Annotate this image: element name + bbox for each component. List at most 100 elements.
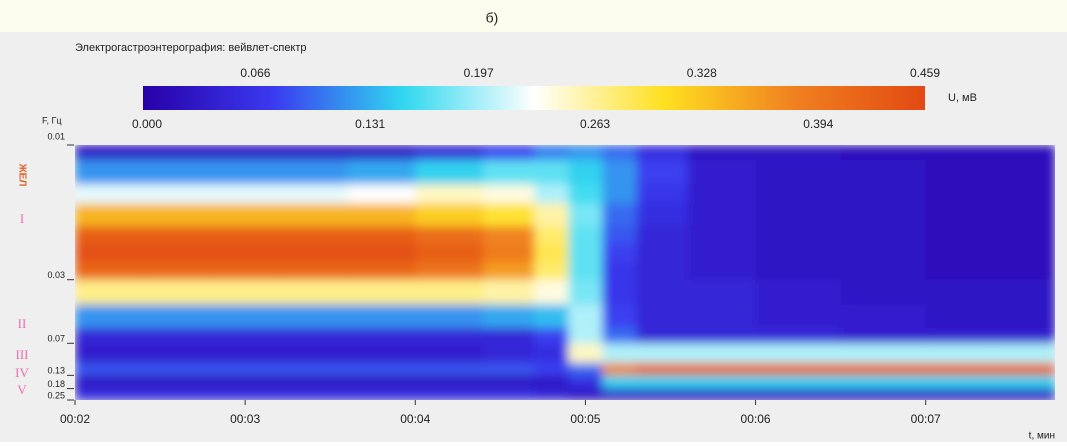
heat-cell (143, 388, 212, 400)
heat-cell (602, 145, 637, 161)
band-label: II (18, 316, 27, 331)
heat-cell (211, 262, 280, 281)
heat-cell (483, 279, 535, 305)
heat-cell (925, 388, 995, 400)
heat-cell (483, 362, 535, 376)
figure-label: б) (486, 10, 499, 26)
heat-cell (534, 226, 569, 245)
heat-cell (993, 159, 1055, 185)
x-axis-label: t, мин (1029, 431, 1055, 442)
heat-cell (75, 304, 144, 329)
heat-cell (211, 226, 280, 245)
heat-cell (279, 304, 348, 329)
heat-cell (755, 226, 842, 245)
y-tick-label: 0.13 (47, 366, 65, 376)
heat-cell (687, 262, 757, 281)
heat-cell (483, 243, 535, 263)
heat-cell (568, 362, 603, 376)
heat-cell (75, 362, 144, 376)
heat-cell (415, 226, 484, 245)
heat-cell (347, 184, 416, 204)
heat-cell (483, 203, 535, 227)
heat-cell (415, 203, 484, 227)
heat-cell (687, 327, 757, 344)
heat-cell (347, 343, 416, 364)
heat-cell (211, 184, 280, 204)
heat-cell (143, 343, 212, 364)
heat-cell (840, 203, 927, 227)
heat-cell (636, 362, 688, 376)
heat-cell (534, 243, 569, 263)
heat-cell (75, 159, 144, 185)
heat-cell (568, 243, 603, 263)
heat-cell (925, 203, 995, 227)
heat-cell (568, 145, 603, 161)
heat-cell (347, 243, 416, 263)
heat-cell (840, 145, 927, 161)
heat-cell (279, 262, 348, 281)
heat-cell (636, 375, 688, 390)
heat-cell (75, 279, 144, 305)
heat-cell (840, 375, 927, 390)
heat-cell (840, 243, 927, 263)
heat-cell (993, 145, 1055, 161)
heat-cell (925, 343, 995, 364)
heat-cell (568, 262, 603, 281)
heat-cell (840, 362, 927, 376)
heat-cell (279, 159, 348, 185)
heat-cell (925, 184, 995, 204)
x-tick-label: 00:07 (911, 412, 941, 426)
x-tick-label: 00:05 (570, 412, 600, 426)
heat-cell (993, 262, 1055, 281)
colorbar (143, 86, 925, 110)
band-label: I (20, 211, 24, 226)
heat-cell (279, 343, 348, 364)
heat-cell (534, 279, 569, 305)
heat-cell (925, 362, 995, 376)
heat-cell (483, 375, 535, 390)
heat-cell (534, 362, 569, 376)
heat-cell (211, 327, 280, 344)
heat-cell (755, 362, 842, 376)
heat-cell (602, 343, 637, 364)
heat-cell (415, 159, 484, 185)
header-band (0, 0, 1067, 32)
heat-cell (211, 304, 280, 329)
heat-cell (568, 327, 603, 344)
heat-cell (636, 203, 688, 227)
heat-cell (568, 203, 603, 227)
heat-cell (483, 304, 535, 329)
heat-cell (840, 304, 927, 329)
heat-cell (415, 262, 484, 281)
heat-cell (687, 279, 757, 305)
y-tick-label: 0.03 (47, 270, 65, 280)
heat-cell (993, 184, 1055, 204)
heat-cell (687, 388, 757, 400)
heat-cell (143, 262, 212, 281)
heat-cell (279, 327, 348, 344)
heat-cell (840, 159, 927, 185)
heat-cell (925, 327, 995, 344)
heat-cell (687, 159, 757, 185)
heat-cell (415, 362, 484, 376)
heat-cell (755, 262, 842, 281)
heat-cell (755, 145, 842, 161)
heat-cell (347, 375, 416, 390)
heat-cell (347, 362, 416, 376)
heat-cell (347, 203, 416, 227)
heat-cell (143, 145, 212, 161)
heat-cell (415, 279, 484, 305)
heat-cell (347, 327, 416, 344)
heat-cell (755, 243, 842, 263)
heat-cell (143, 159, 212, 185)
heat-cell (755, 304, 842, 329)
colorbar-tick-label: 0.066 (240, 66, 270, 80)
heat-cell (568, 304, 603, 329)
colorbar-tick-label: 0.459 (910, 66, 940, 80)
heat-cell (534, 145, 569, 161)
heat-cell (993, 243, 1055, 263)
heat-cell (568, 226, 603, 245)
heat-cell (483, 343, 535, 364)
colorbar-tick-label: 0.394 (803, 117, 833, 131)
heat-cell (636, 243, 688, 263)
